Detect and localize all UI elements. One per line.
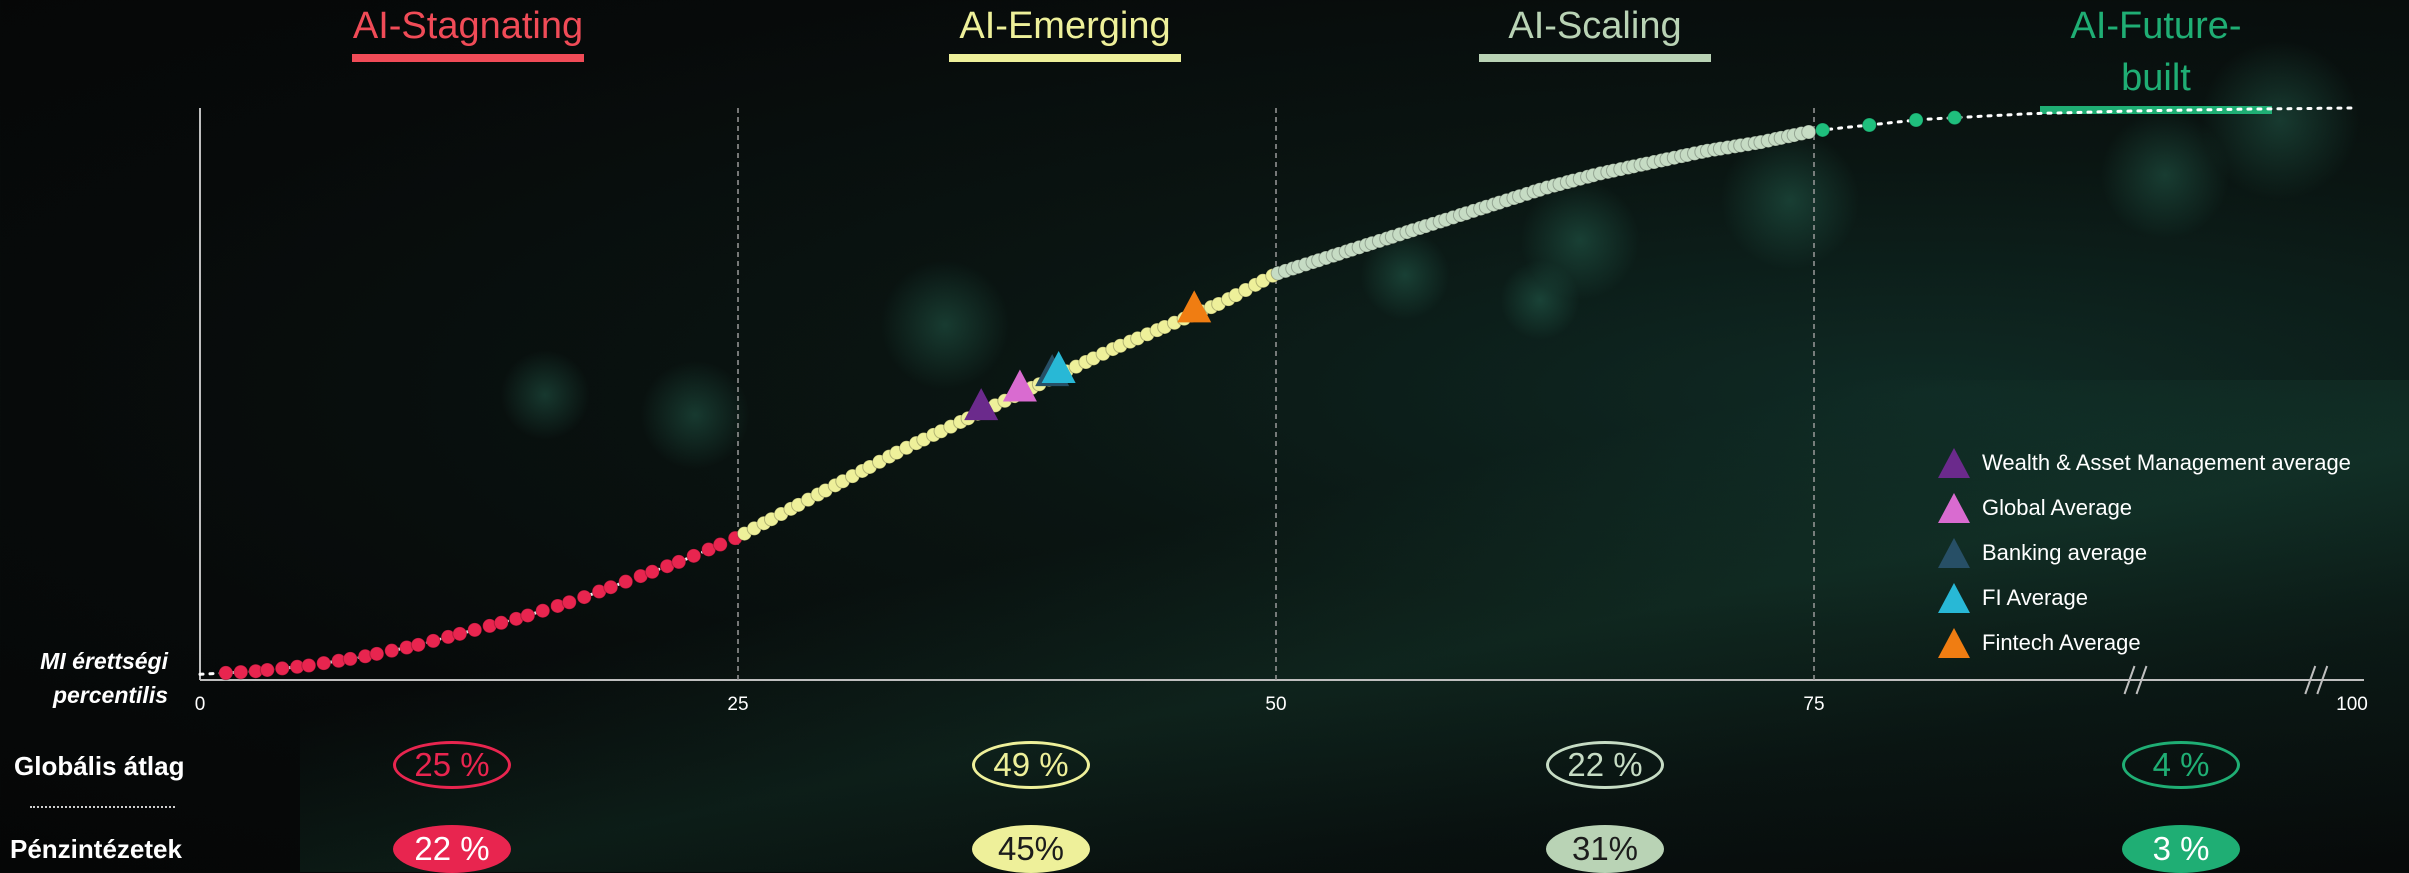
data-point [493,615,509,631]
legend-swatch [1938,447,1970,478]
average-marker [1041,351,1076,384]
global-pct-future-built: 4 % [2122,741,2240,789]
data-point [535,603,551,619]
data-point [1861,117,1877,133]
average-marker [964,388,999,421]
axis-break-mark [2316,665,2329,695]
global-pct-emerging: 49 % [972,741,1090,789]
fi-pct-future-built: 3 % [2122,825,2240,873]
triangle-marker-icon [1938,492,1970,523]
data-point [671,554,687,570]
data-point [686,548,702,564]
data-point [712,537,728,553]
data-point [410,637,426,653]
data-point [603,579,619,595]
stage-underline [352,54,584,62]
maturity-curve-chart: 0 25 50 75 100 [195,108,2368,715]
legend-item: Fintech Average [1938,620,2351,665]
triangle-marker-icon [1938,537,1970,568]
data-point [467,622,483,638]
stage-underline [1479,54,1711,62]
stage-underline [2040,106,2272,114]
legend-swatch [1938,627,1970,658]
global-average-row-label: Globális átlag [14,751,185,781]
x-tick-label: 50 [1265,694,1286,715]
stage-header-future-built: AI-Future-built [2036,0,2276,114]
fi-pct-scaling: 31% [1546,825,1664,873]
triangle-marker-icon [1938,627,1970,658]
financial-institutions-row-label: Pénzintézetek [10,834,182,864]
legend-item: Global Average [1938,485,2351,530]
data-point [384,643,400,659]
y-axis-label: MI érettségi percentilis [40,648,168,708]
legend-label: FI Average [1982,584,2088,610]
row-divider [30,806,175,808]
data-point [1908,112,1924,128]
triangle-marker-icon [1938,447,1970,478]
legend-swatch [1938,492,1970,523]
x-tick-label: 0 [195,694,206,715]
data-point [425,633,441,649]
data-point [561,594,577,610]
axis-break-mark [2123,665,2136,695]
data-point [259,662,275,678]
legend-swatch [1938,537,1970,568]
fi-pct-emerging: 45% [972,825,1090,873]
stage-header-stagnating: AI-Stagnating [348,0,588,62]
stage-title: AI-Future-built [2070,5,2242,99]
x-tick-label: 75 [1803,694,1824,715]
data-point [316,655,332,671]
x-tick-label: 100 [2336,694,2368,715]
axis-break-mark [2135,665,2148,695]
stage-header-emerging: AI-Emerging [945,0,1185,62]
data-point [644,564,660,580]
global-pct-scaling: 22 % [1546,741,1664,789]
legend-item: Wealth & Asset Management average [1938,440,2351,485]
legend-label: Global Average [1982,494,2133,520]
data-point [618,574,634,590]
legend-label: Fintech Average [1982,629,2141,655]
data-point [233,664,249,680]
data-point [342,651,358,667]
average-marker [1002,369,1037,402]
axis-break-mark [2304,665,2317,695]
stage-title: AI-Scaling [1508,5,1682,47]
legend-item: FI Average [1938,575,2351,620]
stage-underline [949,54,1181,62]
data-point [520,607,536,623]
triangle-marker-icon [1938,582,1970,613]
average-marker [1177,290,1212,323]
data-point [369,646,385,662]
data-point [452,626,468,642]
data-point [218,665,234,681]
data-point [1801,124,1817,140]
fi-pct-stagnating: 22 % [393,825,511,873]
stage-header-scaling: AI-Scaling [1475,0,1715,62]
data-point [1815,122,1831,138]
data-point [274,660,290,676]
data-point [1947,110,1963,126]
legend-label: Wealth & Asset Management average [1982,449,2351,475]
x-tick-label: 25 [727,694,748,715]
chart-legend: Wealth & Asset Management average Global… [1938,440,2351,665]
stage-title: AI-Stagnating [352,5,584,47]
legend-label: Banking average [1982,539,2148,565]
data-point [301,658,317,674]
legend-item: Banking average [1938,530,2351,575]
stage-title: AI-Emerging [959,5,1171,47]
legend-swatch [1938,582,1970,613]
data-point [576,589,592,605]
global-pct-stagnating: 25 % [393,741,511,789]
